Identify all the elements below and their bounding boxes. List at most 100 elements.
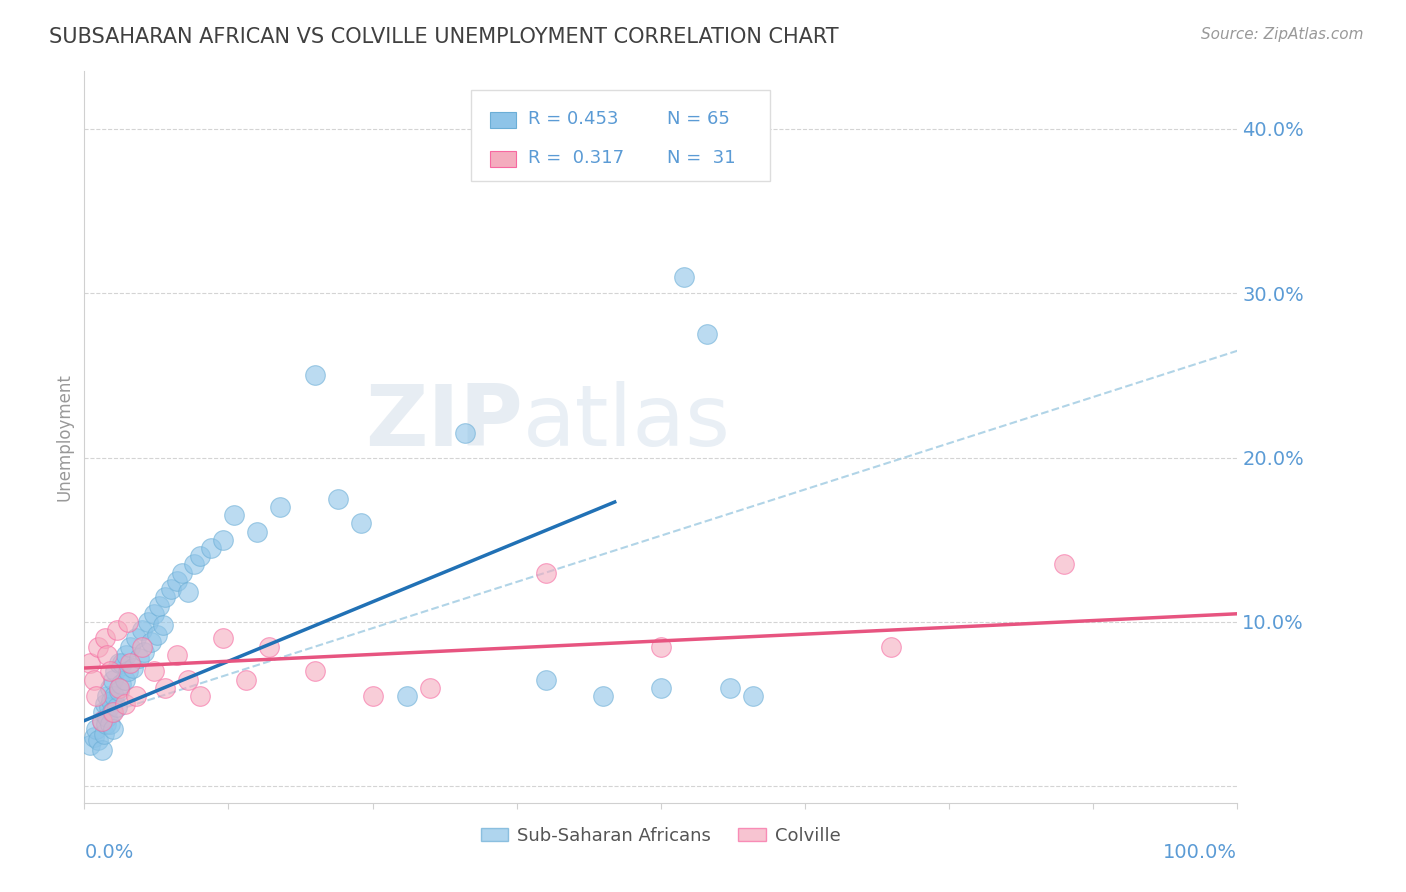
Point xyxy=(94,632,117,646)
Point xyxy=(91,706,114,720)
Text: SUBSAHARAN AFRICAN VS COLVILLE UNEMPLOYMENT CORRELATION CHART: SUBSAHARAN AFRICAN VS COLVILLE UNEMPLOYM… xyxy=(49,27,839,46)
Point xyxy=(114,673,136,687)
Point xyxy=(350,516,373,531)
Point xyxy=(114,697,136,711)
Point xyxy=(534,673,557,687)
Point xyxy=(96,717,118,731)
Point xyxy=(128,651,150,665)
Point xyxy=(108,656,131,670)
Point xyxy=(696,327,718,342)
Text: 0.0%: 0.0% xyxy=(84,843,134,862)
Point xyxy=(125,689,148,703)
Text: Source: ZipAtlas.com: Source: ZipAtlas.com xyxy=(1201,27,1364,42)
Point xyxy=(115,648,138,662)
Point xyxy=(304,368,326,383)
Point xyxy=(83,673,105,687)
FancyBboxPatch shape xyxy=(471,90,770,181)
Text: N = 65: N = 65 xyxy=(666,111,730,128)
Point xyxy=(110,677,132,691)
Point xyxy=(269,500,291,514)
Point xyxy=(100,694,122,708)
Point xyxy=(672,269,695,284)
Point xyxy=(396,689,419,703)
Point xyxy=(87,640,110,654)
Point xyxy=(98,681,121,695)
Point xyxy=(103,722,124,736)
Point xyxy=(98,665,121,679)
Text: R =  0.317: R = 0.317 xyxy=(529,149,624,167)
Point xyxy=(419,681,441,695)
Point xyxy=(246,524,269,539)
Point xyxy=(120,640,142,654)
Point xyxy=(117,665,139,679)
Point xyxy=(125,632,148,646)
Legend: Sub-Saharan Africans, Colville: Sub-Saharan Africans, Colville xyxy=(474,820,848,852)
Point xyxy=(121,661,143,675)
Point xyxy=(177,585,200,599)
Point xyxy=(117,615,139,629)
Point xyxy=(188,689,211,703)
Point xyxy=(650,640,672,654)
Point xyxy=(134,644,156,658)
Point xyxy=(152,618,174,632)
Point xyxy=(104,665,127,679)
Point xyxy=(742,689,765,703)
Point xyxy=(108,681,131,695)
Point xyxy=(326,491,349,506)
Point xyxy=(142,665,165,679)
Point xyxy=(172,566,194,580)
Point xyxy=(304,665,326,679)
Point xyxy=(84,689,107,703)
Point xyxy=(224,508,246,523)
Point xyxy=(146,628,169,642)
Text: 100.0%: 100.0% xyxy=(1163,843,1237,862)
Point xyxy=(131,640,153,654)
Point xyxy=(153,681,176,695)
Point xyxy=(153,591,176,605)
Point xyxy=(105,624,128,638)
Point xyxy=(211,632,233,646)
Point xyxy=(108,684,131,698)
Point xyxy=(96,710,118,724)
Point xyxy=(188,549,211,564)
Y-axis label: Unemployment: Unemployment xyxy=(55,373,73,501)
Text: ZIP: ZIP xyxy=(364,381,523,464)
Point xyxy=(718,681,741,695)
Point xyxy=(136,615,159,629)
Point xyxy=(534,566,557,580)
Point xyxy=(177,673,200,687)
Point xyxy=(87,733,110,747)
Point xyxy=(120,656,142,670)
Point xyxy=(101,706,124,720)
Point xyxy=(79,656,101,670)
Point xyxy=(200,541,222,555)
Point xyxy=(166,574,188,588)
Point xyxy=(148,599,170,613)
Point xyxy=(1053,558,1076,572)
Point xyxy=(880,640,903,654)
FancyBboxPatch shape xyxy=(491,151,516,167)
Point xyxy=(105,700,128,714)
FancyBboxPatch shape xyxy=(491,112,516,128)
Point xyxy=(142,607,165,621)
Point xyxy=(454,425,477,440)
Point xyxy=(166,648,188,662)
Point xyxy=(96,689,118,703)
Point xyxy=(84,722,107,736)
Point xyxy=(183,558,205,572)
Point xyxy=(90,743,112,757)
Point xyxy=(103,689,125,703)
Point xyxy=(98,717,121,731)
Point xyxy=(160,582,183,596)
Point xyxy=(83,730,105,744)
Point xyxy=(650,681,672,695)
Point xyxy=(592,689,614,703)
Point xyxy=(141,634,163,648)
Point xyxy=(79,739,101,753)
Text: atlas: atlas xyxy=(523,381,731,464)
Point xyxy=(96,648,118,662)
Point xyxy=(93,727,115,741)
Point xyxy=(94,697,117,711)
Point xyxy=(90,714,112,728)
Point xyxy=(103,706,124,720)
